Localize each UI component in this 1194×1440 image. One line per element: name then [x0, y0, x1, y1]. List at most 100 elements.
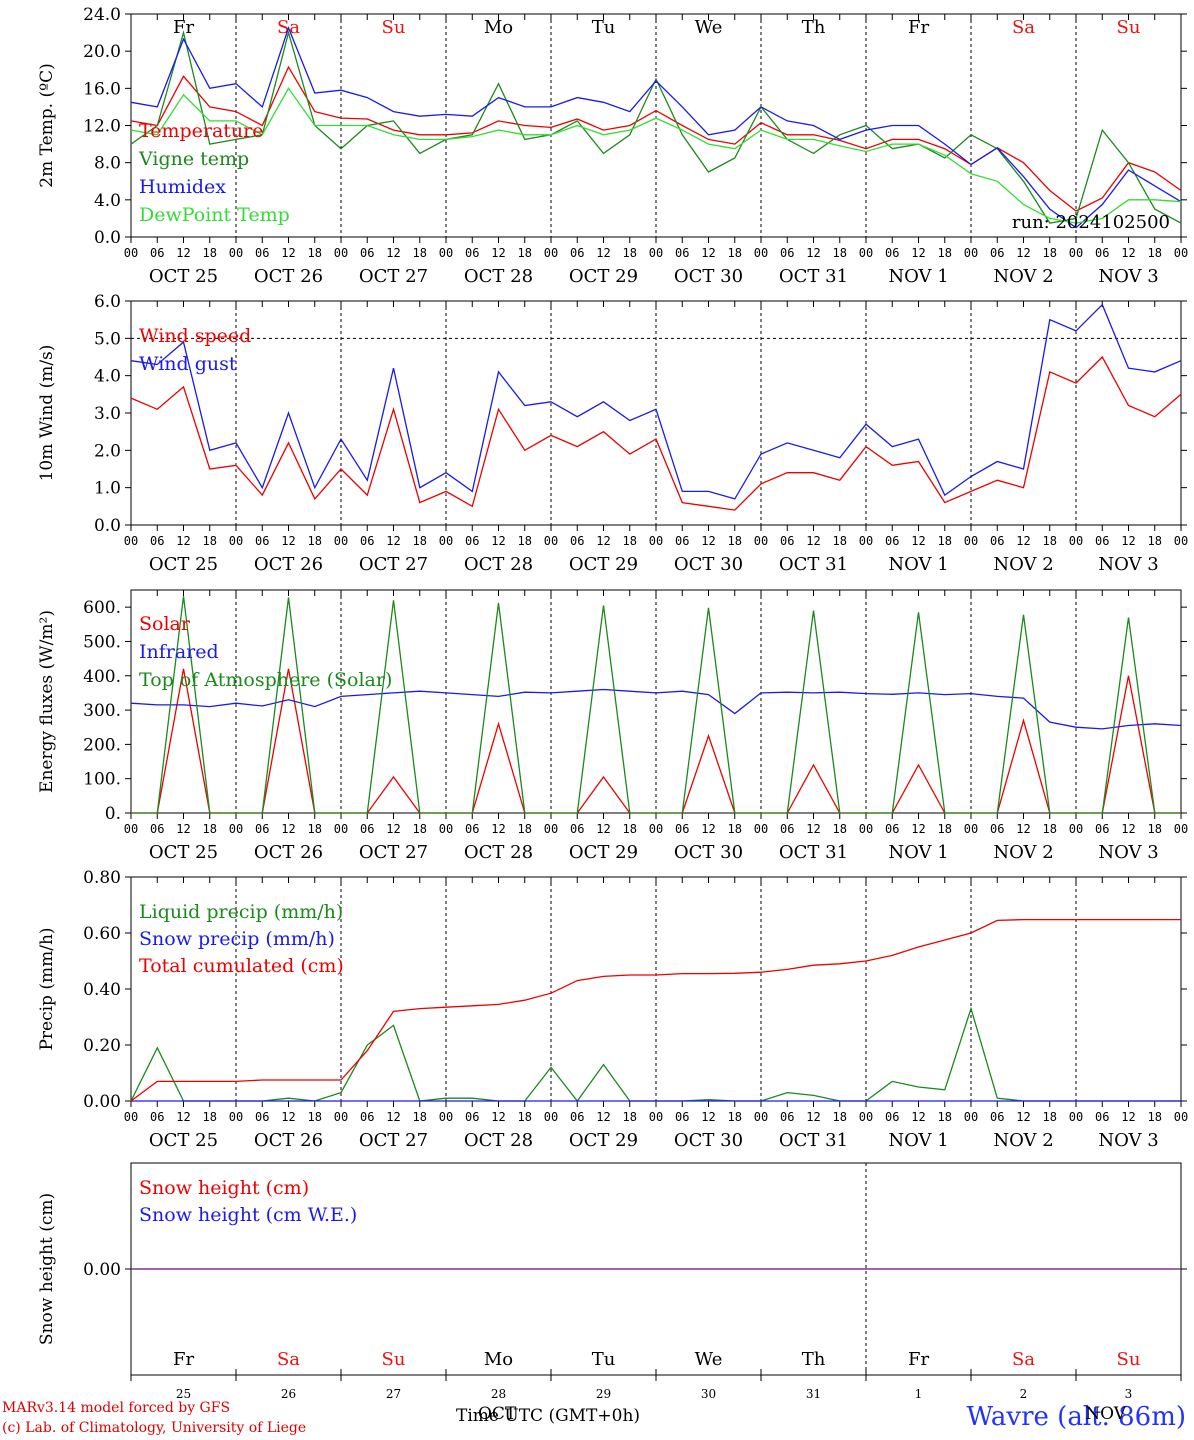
legend-entry: Snow height (cm) — [139, 1177, 309, 1199]
hour-tick-label: 12 — [1121, 1110, 1135, 1124]
hour-tick-label: 18 — [1148, 1110, 1162, 1124]
series-line — [130, 355, 1182, 511]
station-title: Wavre (alt. 86m) NOV — [966, 1402, 1186, 1432]
day-number-label: 3 — [1125, 1387, 1133, 1401]
legend-entry: Snow precip (mm/h) — [139, 928, 335, 950]
hour-tick-label: 00 — [649, 1110, 663, 1124]
day-name-label: Th — [802, 17, 826, 38]
hour-tick-label: 00 — [649, 534, 663, 548]
date-label: NOV 2 — [993, 266, 1053, 287]
hour-tick-label: 00 — [544, 822, 558, 836]
day-name-label: Mo — [484, 1349, 513, 1370]
series-line — [130, 26, 1182, 229]
day-name-label: Su — [1117, 1349, 1141, 1370]
series-line — [130, 87, 1182, 224]
hour-tick-label: 18 — [833, 822, 847, 836]
legend-entry: Wind speed — [139, 325, 251, 347]
legend-entry: Snow height (cm W.E.) — [139, 1204, 357, 1226]
hour-tick-label: 18 — [413, 1110, 427, 1124]
y-tick-label: 0.0 — [94, 228, 121, 248]
station-name: Wavre (alt. 86m) — [966, 1402, 1186, 1432]
hour-tick-label: 12 — [491, 822, 505, 836]
hour-tick-label: 00 — [964, 1110, 978, 1124]
day-name-label: Sa — [1012, 17, 1035, 38]
y-tick-label: 0.00 — [83, 1092, 121, 1112]
y-tick-label: 4.0 — [94, 367, 121, 387]
date-label: NOV 3 — [1098, 842, 1158, 863]
hour-tick-label: 18 — [728, 534, 742, 548]
day-name-label: Su — [382, 1349, 406, 1370]
date-label: NOV 1 — [888, 1130, 948, 1151]
day-name-label: Tu — [592, 1349, 616, 1370]
hour-tick-label: 06 — [885, 246, 899, 260]
day-name-label: Sa — [277, 1349, 300, 1370]
hour-tick-label: 12 — [1121, 822, 1135, 836]
hour-tick-label: 12 — [281, 1110, 295, 1124]
hour-tick-label: 06 — [990, 534, 1004, 548]
series-line — [130, 303, 1182, 500]
date-label: OCT 31 — [779, 1130, 848, 1151]
hour-tick-label: 00 — [964, 246, 978, 260]
date-label: NOV 1 — [888, 842, 948, 863]
hour-tick-label: 12 — [911, 822, 925, 836]
hour-tick-label: 12 — [806, 822, 820, 836]
date-label: OCT 29 — [569, 1130, 638, 1151]
date-label: NOV 3 — [1098, 266, 1158, 287]
date-label: NOV 1 — [888, 266, 948, 287]
hour-tick-label: 18 — [308, 822, 322, 836]
hour-tick-label: 00 — [1174, 246, 1188, 260]
hour-tick-label: 18 — [203, 534, 217, 548]
hour-tick-label: 12 — [176, 534, 190, 548]
date-label: OCT 31 — [779, 842, 848, 863]
hour-tick-label: 18 — [938, 822, 952, 836]
date-label: OCT 29 — [569, 554, 638, 575]
hour-tick-label: 00 — [229, 534, 243, 548]
hour-tick-label: 12 — [911, 1110, 925, 1124]
date-label: OCT 28 — [464, 842, 533, 863]
hour-tick-label: 06 — [360, 822, 374, 836]
hour-tick-label: 00 — [964, 534, 978, 548]
hour-tick-label: 06 — [150, 534, 164, 548]
day-number-label: 1 — [915, 1387, 923, 1401]
day-number-label: 25 — [176, 1387, 191, 1401]
hour-tick-label: 18 — [1043, 534, 1057, 548]
date-label: OCT 28 — [464, 266, 533, 287]
hour-tick-label: 00 — [754, 822, 768, 836]
hour-tick-label: 06 — [255, 822, 269, 836]
hour-tick-label: 18 — [623, 534, 637, 548]
legend-entry: Infrared — [139, 641, 219, 663]
legend-entry: Liquid precip (mm/h) — [139, 901, 343, 923]
day-name-label: We — [695, 1349, 723, 1370]
date-label: OCT 25 — [149, 1130, 218, 1151]
day-name-label: Su — [1117, 17, 1141, 38]
hour-tick-label: 00 — [124, 534, 138, 548]
date-label: OCT 29 — [569, 842, 638, 863]
hour-tick-label: 00 — [544, 1110, 558, 1124]
hour-tick-label: 06 — [780, 246, 794, 260]
day-number-label: 28 — [491, 1387, 506, 1401]
hour-tick-label: 06 — [465, 246, 479, 260]
hour-tick-label: 06 — [150, 1110, 164, 1124]
hour-tick-label: 06 — [780, 822, 794, 836]
hour-tick-label: 00 — [859, 246, 873, 260]
date-label: OCT 26 — [254, 554, 323, 575]
hour-tick-label: 06 — [570, 822, 584, 836]
hour-tick-label: 18 — [833, 1110, 847, 1124]
date-label: NOV 2 — [993, 842, 1053, 863]
date-label: OCT 26 — [254, 842, 323, 863]
hour-tick-label: 12 — [911, 534, 925, 548]
hour-tick-label: 12 — [701, 534, 715, 548]
hour-tick-label: 12 — [491, 1110, 505, 1124]
hour-tick-label: 06 — [885, 1110, 899, 1124]
hour-tick-label: 18 — [203, 246, 217, 260]
day-number-label: 2 — [1020, 1387, 1028, 1401]
y-tick-label: 3.0 — [94, 404, 121, 424]
day-name-label: Fr — [173, 17, 194, 38]
y-tick-label: 200. — [83, 735, 121, 755]
date-label: OCT 27 — [359, 1130, 428, 1151]
hour-tick-label: 18 — [518, 1110, 532, 1124]
y-axis-label: Energy fluxes (W/m²) — [37, 610, 57, 793]
date-label: OCT 27 — [359, 842, 428, 863]
hour-tick-label: 00 — [439, 246, 453, 260]
hour-tick-label: 12 — [386, 1110, 400, 1124]
